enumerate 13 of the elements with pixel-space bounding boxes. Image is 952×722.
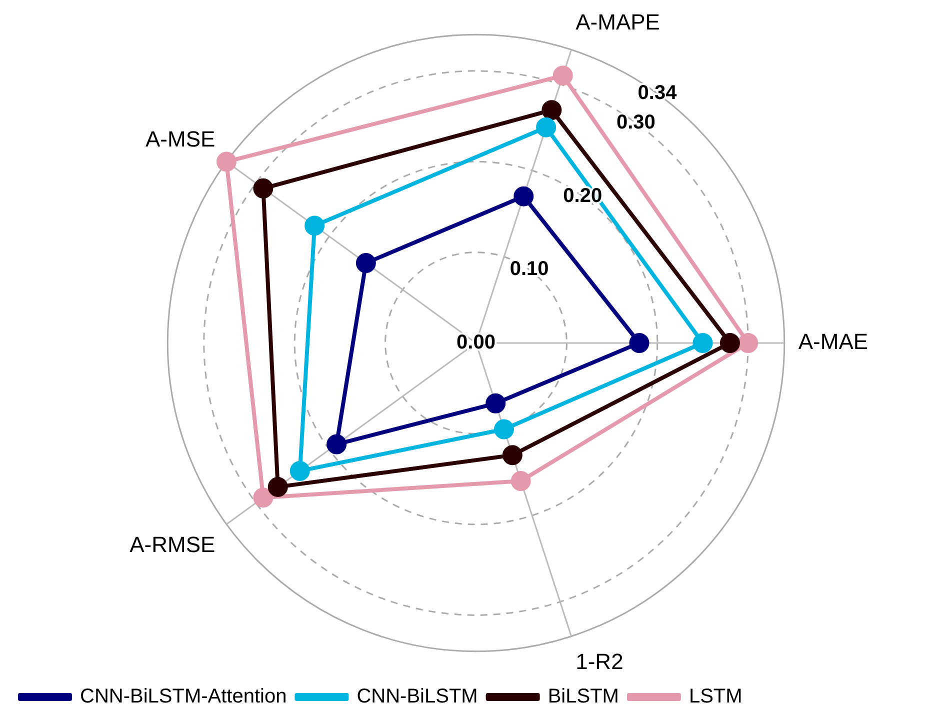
y-tick-label: 0.30	[616, 111, 656, 134]
spoke-label: 1-R2	[576, 648, 624, 674]
spoke-label: A-MAE	[798, 329, 868, 354]
spoke-label: A-RMSE	[130, 532, 216, 557]
spoke-label: A-MAPE	[576, 9, 660, 34]
y-tick-label: 0.34	[638, 82, 678, 104]
legend-label: BiLSTM	[548, 686, 619, 708]
spoke-label: A-MSE	[146, 126, 216, 152]
y-tick-label: 0.10	[510, 258, 549, 280]
legend-label: CNN-BiLSTM	[356, 686, 478, 708]
y-tick-label: 0.00	[456, 332, 496, 354]
legend-label: CNN-BiLSTM-Attention	[80, 686, 287, 708]
legend-label: LSTM	[688, 686, 742, 708]
